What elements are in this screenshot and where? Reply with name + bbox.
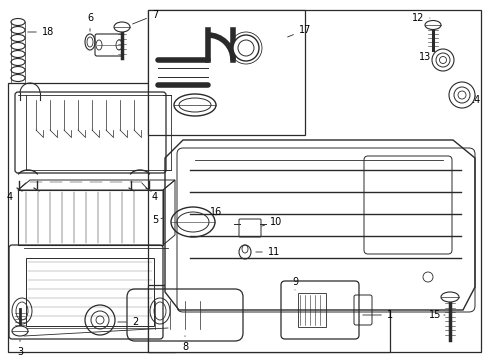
Text: 12: 12 xyxy=(411,13,429,23)
Ellipse shape xyxy=(232,35,259,61)
Bar xyxy=(297,293,325,327)
Bar xyxy=(148,285,389,352)
Text: 15: 15 xyxy=(428,310,444,320)
Polygon shape xyxy=(164,140,474,310)
Text: 8: 8 xyxy=(182,336,188,352)
Text: 6: 6 xyxy=(87,13,93,31)
Text: 10: 10 xyxy=(262,217,282,227)
Text: 7: 7 xyxy=(132,10,158,24)
Text: 4: 4 xyxy=(7,183,26,202)
Bar xyxy=(26,258,154,326)
Bar xyxy=(148,10,305,135)
Text: 1: 1 xyxy=(362,310,392,320)
Bar xyxy=(18,190,163,245)
Ellipse shape xyxy=(431,49,453,71)
Ellipse shape xyxy=(448,82,474,108)
Ellipse shape xyxy=(424,21,440,30)
Text: 18: 18 xyxy=(28,27,54,37)
Ellipse shape xyxy=(12,326,28,336)
Text: 17: 17 xyxy=(287,25,310,37)
Text: 9: 9 xyxy=(291,277,298,290)
Ellipse shape xyxy=(440,292,458,302)
Text: 14: 14 xyxy=(468,95,480,105)
Text: 3: 3 xyxy=(17,340,23,357)
Bar xyxy=(148,10,480,352)
Text: 11: 11 xyxy=(255,247,280,257)
Text: 2: 2 xyxy=(118,317,138,327)
Ellipse shape xyxy=(114,22,130,32)
Text: 4: 4 xyxy=(142,183,158,202)
Text: 16: 16 xyxy=(209,207,222,217)
Text: 13: 13 xyxy=(418,52,433,62)
Text: 5: 5 xyxy=(152,215,163,225)
Bar xyxy=(8,83,175,352)
